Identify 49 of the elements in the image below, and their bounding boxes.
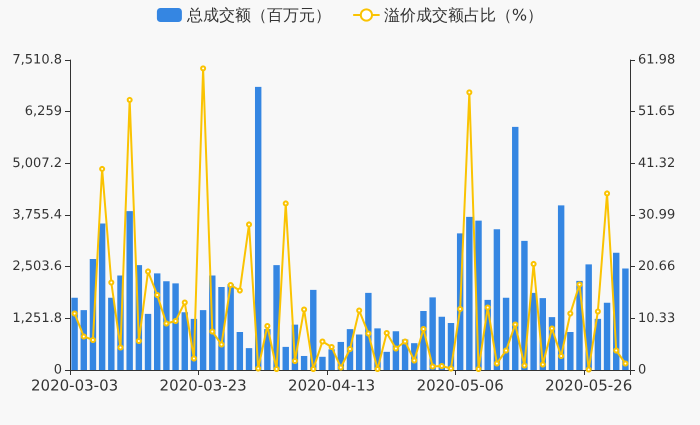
bar — [622, 268, 629, 370]
bar — [594, 318, 602, 370]
bar — [200, 310, 206, 370]
bar — [558, 205, 564, 370]
x-tick-label: 2020-03-23 — [160, 376, 247, 394]
legend-label: 溢价成交额占比（%） — [384, 6, 544, 24]
bar — [494, 229, 500, 370]
bar — [567, 332, 574, 370]
bar — [182, 312, 188, 370]
bar — [172, 283, 179, 370]
y-tick-label: 3,755.4 — [12, 208, 62, 222]
bar — [154, 273, 160, 370]
x-tick-label: 2020-05-26 — [545, 376, 632, 394]
bar — [246, 348, 252, 370]
legend-label: 总成交额（百万元） — [186, 6, 331, 24]
bar — [254, 86, 262, 370]
y2-tick-label: 51.65 — [638, 104, 676, 120]
y2-tick-label: 30.99 — [638, 208, 676, 222]
bar — [512, 126, 518, 370]
y-tick-label: 0 — [54, 362, 62, 378]
bar — [384, 352, 390, 370]
y-tick-label: 1,251.8 — [12, 310, 62, 326]
bar — [466, 216, 473, 370]
bar — [126, 211, 133, 370]
bar — [282, 346, 289, 370]
bar — [356, 334, 362, 370]
y2-tick-label: 0 — [638, 362, 646, 378]
bar — [300, 356, 308, 370]
y-tick-label: 2,503.6 — [12, 259, 62, 274]
bar — [144, 314, 152, 370]
bar — [163, 281, 170, 370]
y2-tick-label: 20.66 — [638, 259, 676, 274]
bar — [71, 298, 78, 370]
y-tick-label: 6,259 — [24, 104, 62, 120]
y2-tick-label: 10.33 — [638, 310, 676, 326]
bar — [236, 332, 244, 370]
y-tick-label: 5,007.2 — [12, 156, 62, 171]
bar — [108, 298, 115, 370]
bar — [319, 356, 326, 370]
x-tick-label: 2020-05-06 — [416, 376, 504, 394]
x-tick-label: 2020-03-03 — [30, 376, 118, 394]
y2-tick-label: 41.32 — [638, 156, 676, 171]
x-tick-label: 2020-04-13 — [288, 376, 376, 394]
y2-tick-label: 61.98 — [638, 52, 676, 68]
bar — [604, 302, 610, 370]
bar — [530, 292, 537, 370]
bar — [438, 316, 446, 370]
bar — [98, 223, 106, 370]
y-tick-label: 7,510.8 — [12, 52, 62, 68]
